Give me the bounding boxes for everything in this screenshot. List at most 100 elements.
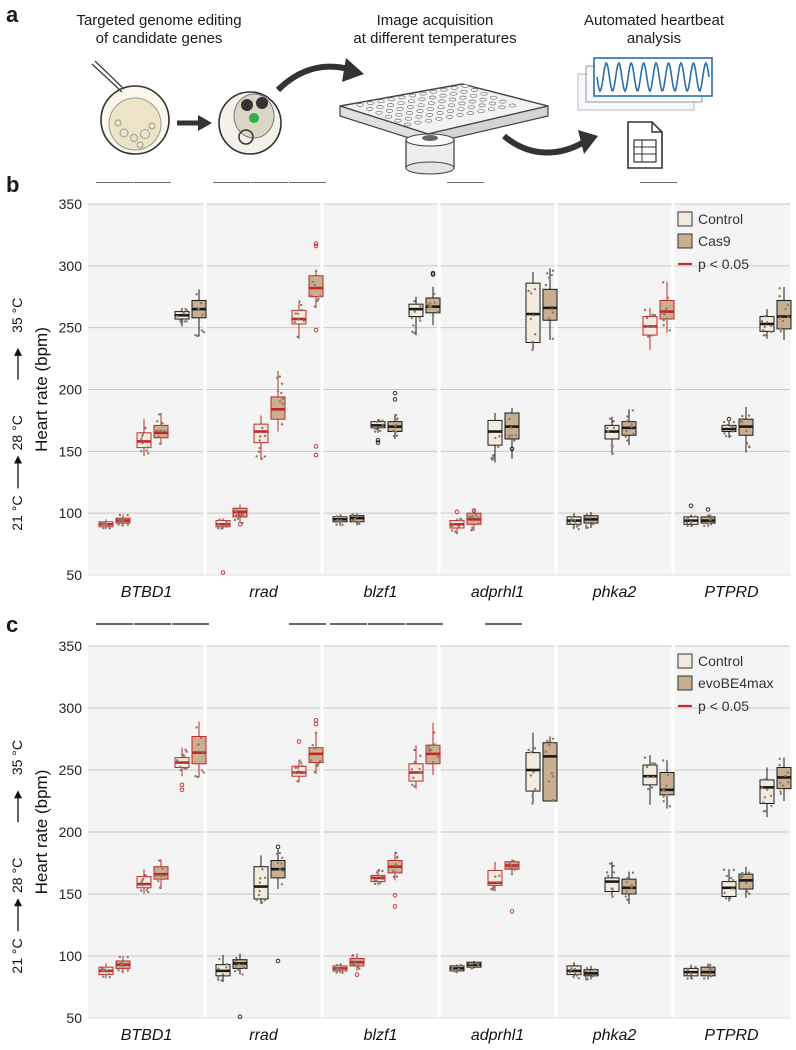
data-point: [217, 522, 220, 525]
control-box: [370, 419, 386, 445]
well: [470, 88, 479, 92]
temperature-arrow-icon: [14, 455, 22, 464]
y-tick-label: 50: [66, 567, 82, 583]
data-point: [760, 786, 764, 790]
data-point: [339, 514, 342, 517]
data-point: [453, 530, 457, 533]
data-point: [605, 426, 609, 430]
box: [253, 423, 269, 444]
data-point: [746, 890, 749, 893]
y-tick-label: 300: [59, 258, 83, 274]
data-point: [631, 871, 635, 874]
control-box: [332, 963, 348, 974]
control-box: [136, 869, 152, 894]
data-point: [394, 424, 397, 428]
data-point: [778, 316, 782, 319]
data-point: [118, 513, 122, 517]
data-point: [392, 434, 396, 438]
data-point: [433, 743, 436, 746]
data-point: [236, 968, 240, 971]
data-point: [278, 868, 282, 871]
outlier-point: [313, 327, 319, 333]
significance-stars: *: [149, 622, 156, 624]
data-point: [281, 397, 285, 400]
data-point: [163, 429, 166, 433]
data-point: [184, 308, 187, 311]
outlier-point: [375, 440, 381, 445]
data-point: [225, 962, 228, 966]
control-box: [253, 855, 269, 904]
gene-label: rrad: [249, 584, 279, 601]
data-point: [243, 515, 246, 518]
well: [397, 101, 405, 106]
data-point: [729, 876, 733, 880]
data-point: [121, 970, 124, 973]
outlier-point: [313, 444, 319, 449]
data-point: [183, 767, 186, 770]
data-point: [739, 420, 743, 424]
data-point: [257, 450, 261, 453]
well: [447, 103, 456, 108]
data-point: [335, 523, 338, 526]
edited-box: [583, 965, 599, 981]
edited-box: [466, 508, 482, 532]
edited-box: [700, 507, 716, 528]
data-point: [529, 292, 533, 295]
data-point: [126, 969, 130, 972]
data-point: [410, 316, 414, 320]
data-point: [732, 420, 736, 424]
data-point: [625, 430, 628, 433]
control-box: [721, 416, 737, 438]
data-point: [760, 320, 764, 323]
data-point: [544, 750, 548, 753]
well: [439, 93, 447, 98]
control-box: [136, 419, 152, 457]
data-point: [379, 429, 382, 433]
data-point: [235, 507, 238, 510]
data-point: [294, 312, 297, 315]
data-point: [457, 525, 460, 528]
control-box: [408, 745, 424, 789]
data-point: [428, 744, 432, 747]
data-point: [690, 524, 694, 528]
data-point: [234, 514, 238, 517]
data-point: [179, 319, 182, 322]
control-box: [642, 307, 658, 350]
y-tick-label: 250: [59, 320, 83, 336]
well: [365, 107, 374, 111]
data-point: [551, 269, 555, 272]
data-point: [373, 430, 377, 433]
data-point: [610, 444, 613, 447]
curved-arrow-icon: [275, 63, 353, 93]
data-point: [686, 968, 689, 972]
edited-box: [466, 960, 482, 970]
edited-box: [308, 241, 324, 458]
data-point: [218, 518, 221, 522]
step-3-line-1: Automated heartbeat: [583, 12, 725, 29]
data-point: [513, 439, 516, 442]
data-point: [280, 391, 283, 395]
data-point: [413, 310, 417, 313]
data-point: [650, 786, 654, 789]
data-point: [293, 320, 296, 324]
data-point: [496, 445, 500, 449]
data-point: [145, 449, 148, 452]
data-point: [381, 874, 384, 878]
data-point: [765, 321, 769, 324]
data-point: [450, 524, 454, 528]
edited-box: [387, 390, 403, 439]
data-point: [544, 283, 548, 287]
data-point: [339, 963, 342, 966]
well: [386, 103, 395, 107]
data-point: [626, 415, 629, 418]
data-point: [199, 301, 203, 305]
data-point: [413, 760, 417, 764]
well: [461, 84, 469, 88]
data-point: [646, 787, 650, 791]
significance-stars: **: [108, 622, 122, 624]
zebrafish-larva-icon: [218, 91, 282, 155]
edited-box: [659, 281, 675, 333]
well: [458, 101, 466, 106]
data-point: [126, 955, 129, 959]
data-point: [147, 452, 150, 455]
